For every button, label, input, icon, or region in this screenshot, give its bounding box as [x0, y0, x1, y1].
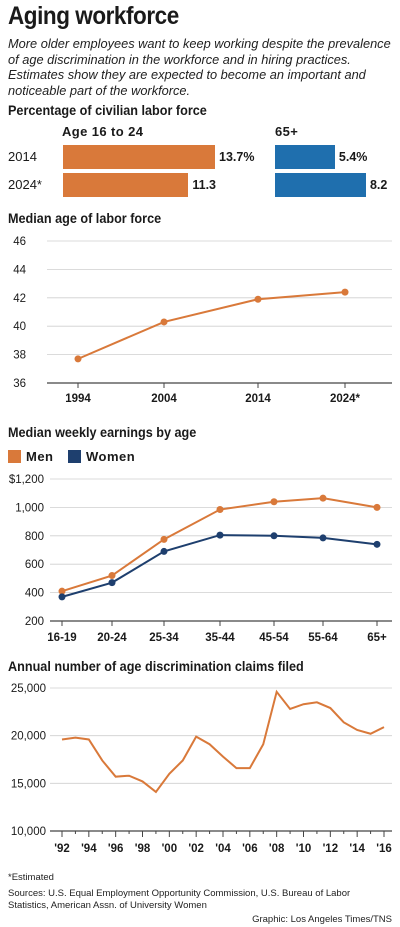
claims-xtick: '92	[54, 843, 70, 855]
median-age-point	[341, 288, 349, 296]
median-age-xtick: 2024*	[330, 393, 361, 405]
sources-note: Sources: U.S. Equal Employment Opportuni…	[8, 888, 351, 911]
earnings-point-women	[160, 547, 168, 555]
median-age-line	[77, 291, 346, 360]
claims-ytick: 10,000	[11, 826, 46, 838]
claims-xtick: '98	[135, 843, 151, 855]
median-age-ytick: 42	[13, 293, 26, 305]
bar-label-65plus-2024: 8.2	[369, 178, 388, 192]
earnings-point-women	[58, 593, 66, 601]
earnings-xtick: 25-34	[149, 632, 179, 644]
median-age-point	[74, 355, 82, 363]
median-age-ytick: 40	[13, 321, 26, 333]
page-title: Aging workforce	[8, 2, 179, 30]
earnings-xtick: 55-64	[308, 632, 338, 644]
bar-age16-24-2024	[63, 173, 189, 197]
earnings-ytick: 400	[25, 588, 44, 600]
earnings-point-women	[319, 534, 327, 542]
earnings-ytick: 1,000	[15, 502, 44, 514]
earnings-point-men	[319, 494, 327, 502]
earnings-xtick: 65+	[367, 632, 387, 644]
earnings-xtick: 35-44	[205, 632, 235, 644]
graphic-credit: Graphic: Los Angeles Times/TNS	[252, 914, 392, 925]
chart3-title: Median weekly earnings by age	[8, 425, 197, 440]
claims-xtick: '96	[108, 843, 124, 855]
chart4-title: Annual number of age discrimination clai…	[8, 659, 304, 674]
earnings-ytick: 800	[25, 531, 44, 543]
earnings-xtick: 45-54	[259, 632, 289, 644]
median-age-ytick: 36	[13, 378, 26, 390]
bar-label-65plus-2014: 5.4%	[338, 150, 368, 164]
legend-men-swatch	[8, 450, 21, 463]
claims-xtick: '10	[296, 843, 312, 855]
claims-ytick: 15,000	[11, 778, 46, 790]
claims-xtick: '00	[162, 843, 178, 855]
earnings-point-men	[160, 535, 168, 543]
earnings-point-men	[270, 498, 278, 506]
claims-xtick: '16	[376, 843, 392, 855]
earnings-xtick: 20-24	[97, 632, 127, 644]
claims-xtick: '06	[242, 843, 258, 855]
earnings-ytick: 600	[25, 559, 44, 571]
earnings-ytick: 200	[25, 616, 44, 628]
footnote: *Estimated	[8, 872, 54, 883]
legend-women-label: Women	[86, 449, 136, 464]
bar-65plus-2014	[275, 145, 335, 169]
claims-xtick: '14	[349, 843, 365, 855]
chart1-series2-name: 65+	[275, 124, 299, 139]
earnings-point-men	[108, 572, 116, 580]
legend-men: Men	[8, 449, 54, 464]
legend-women: Women	[68, 449, 135, 464]
earnings-point-men	[58, 587, 66, 595]
median-age-xtick: 2014	[245, 393, 271, 405]
chart1-category-1: 2014	[8, 149, 37, 164]
median-age-point	[160, 318, 168, 326]
median-age-point	[254, 295, 262, 303]
chart2-title: Median age of labor force	[8, 211, 162, 226]
claims-xtick: '04	[215, 843, 231, 855]
earnings-point-women	[270, 532, 278, 540]
claims-ytick: 20,000	[11, 731, 46, 743]
median-age-ytick: 46	[13, 236, 26, 248]
chart1-series1-name: Age 16 to 24	[62, 124, 144, 139]
legend-women-swatch	[68, 450, 81, 463]
chart1-title: Percentage of civilian labor force	[8, 103, 207, 118]
claims-xtick: '94	[81, 843, 97, 855]
legend-men-label: Men	[26, 449, 54, 464]
median-age-ytick: 44	[13, 264, 26, 276]
claims-ytick: 25,000	[11, 683, 46, 695]
median-age-xtick: 1994	[65, 393, 91, 405]
bar-label-age16-24-2024: 11.3	[192, 178, 216, 192]
claims-xtick: '02	[188, 843, 204, 855]
earnings-line-women	[61, 534, 378, 598]
earnings-point-men	[373, 503, 381, 511]
claims-xtick: '12	[323, 843, 339, 855]
bar-age16-24-2014	[63, 145, 215, 169]
earnings-point-women	[373, 540, 381, 548]
earnings-xtick: 16-19	[47, 632, 76, 644]
earnings-point-women	[108, 579, 116, 587]
earnings-ytick: $1,200	[9, 474, 44, 486]
bar-65plus-2024	[275, 173, 366, 197]
page-subtitle: More older employees want to keep workin…	[8, 36, 391, 98]
median-age-xtick: 2004	[151, 393, 177, 405]
bar-label-age16-24-2014: 13.7%	[219, 150, 255, 164]
chart1-category-2: 2024*	[8, 177, 42, 192]
earnings-point-men	[216, 506, 224, 514]
median-age-ytick: 38	[13, 350, 26, 362]
earnings-point-women	[216, 531, 224, 539]
claims-xtick: '08	[269, 843, 285, 855]
claims-line	[61, 689, 385, 794]
